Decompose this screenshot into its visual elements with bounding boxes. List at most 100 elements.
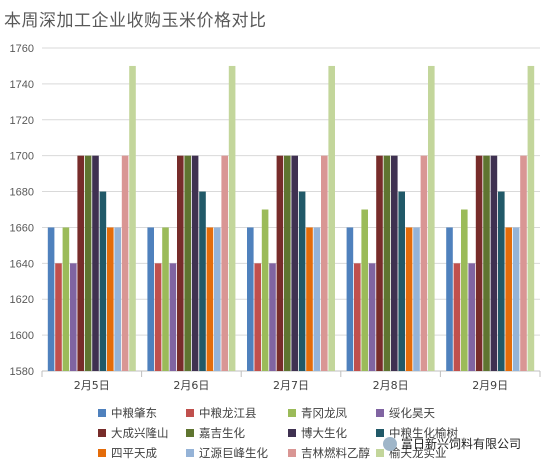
bar (483, 155, 490, 371)
legend-swatch (186, 409, 194, 417)
bar (512, 227, 520, 371)
legend-label: 吉林燃料乙醇 (301, 446, 370, 460)
x-tick-label: 2月8日 (373, 379, 409, 392)
x-tick-label: 2月6日 (173, 379, 209, 392)
bar (284, 155, 291, 371)
legend-item: 四平天成 (98, 445, 186, 461)
watermark: 富日新兴饲料有限公司 (383, 435, 521, 452)
legend-label: 博大生化 (301, 426, 347, 440)
bar (214, 227, 221, 371)
y-tick-label: 1580 (10, 366, 34, 378)
legend-label: 大成兴隆山 (111, 426, 169, 440)
legend-label: 绥化昊天 (389, 406, 435, 420)
legend-label: 嘉吉生化 (199, 426, 245, 440)
legend-item: 中粮肇东 (98, 405, 186, 421)
bar (228, 65, 236, 371)
bar (361, 209, 368, 371)
bar (475, 155, 483, 371)
chart-legend: 中粮肇东 中粮龙江县 青冈龙凤 绥化昊天大成兴隆山 嘉吉生化 博大生化 中粮生化榆树四平天成… (98, 405, 538, 461)
bar (114, 227, 121, 371)
legend-swatch (186, 429, 194, 437)
legend-swatch (288, 429, 296, 437)
bar (147, 227, 154, 371)
bar (121, 155, 129, 371)
legend-swatch (288, 449, 296, 457)
bar (191, 155, 199, 371)
legend-swatch (186, 449, 194, 457)
bar (306, 227, 313, 371)
bar (206, 227, 214, 371)
bar (490, 155, 498, 371)
legend-item: 中粮龙江县 (186, 405, 288, 421)
bar (498, 191, 505, 371)
y-tick-label: 1740 (10, 79, 34, 91)
bar (184, 155, 191, 371)
legend-item: 中粮生化榆树 (376, 425, 476, 441)
bar (453, 263, 461, 371)
x-tick-label: 2月5日 (74, 379, 110, 392)
legend-item: 吉林燃料乙醇 (288, 445, 376, 461)
bar (313, 227, 321, 371)
bar (354, 263, 361, 371)
bar (291, 155, 298, 371)
bar (55, 263, 62, 371)
bar (368, 263, 376, 371)
x-tick-label: 2月9日 (472, 379, 508, 392)
bar (446, 227, 453, 371)
chart-title: 本周深加工企业收购玉米价格对比 (4, 11, 267, 31)
bar (405, 227, 413, 371)
legend-label: 中粮生化榆树 (389, 426, 458, 440)
legend-item: 博大生化 (288, 425, 376, 441)
legend-label: 青冈龙凤 (301, 406, 347, 420)
bar (398, 191, 405, 371)
y-tick-label: 1620 (10, 294, 34, 306)
bar (247, 227, 254, 371)
legend-label: 四平天成 (111, 446, 157, 460)
bar (413, 227, 420, 371)
bar (107, 227, 114, 371)
bar (383, 155, 391, 371)
legend-label: 中粮肇东 (111, 406, 157, 420)
legend-swatch (376, 409, 384, 417)
legend-swatch (376, 449, 384, 457)
legend-item: 榆天龙实业 (376, 445, 476, 461)
legend-item: 辽源巨峰生化 (186, 445, 288, 461)
y-tick-label: 1640 (10, 258, 34, 270)
bar (468, 263, 475, 371)
legend-item: 大成兴隆山 (98, 425, 186, 441)
watermark-logo-icon (383, 436, 397, 451)
legend-swatch (98, 429, 106, 437)
legend-item: 嘉吉生化 (186, 425, 288, 441)
bar (99, 191, 107, 371)
bar (254, 263, 261, 371)
bar (92, 155, 99, 371)
bar (420, 155, 428, 371)
bar (269, 263, 276, 371)
bar (221, 155, 228, 371)
bar (177, 155, 184, 371)
bar (261, 209, 269, 371)
legend-swatch (98, 449, 106, 457)
bar (199, 191, 206, 371)
legend-item: 绥化昊天 (376, 405, 476, 421)
legend-swatch (98, 409, 106, 417)
legend-label: 中粮龙江县 (199, 406, 257, 420)
bar (84, 155, 92, 371)
bar (154, 263, 162, 371)
bar (276, 155, 284, 371)
y-tick-label: 1680 (10, 187, 34, 199)
bar (298, 191, 306, 371)
bar (62, 227, 70, 371)
bar (129, 65, 136, 371)
bar (346, 227, 354, 371)
bar (328, 65, 335, 371)
bar (391, 155, 398, 371)
legend-swatch (288, 409, 296, 417)
bar (461, 209, 468, 371)
bar (505, 227, 512, 371)
bar (70, 263, 77, 371)
bar (520, 155, 527, 371)
y-tick-label: 1700 (10, 151, 34, 163)
y-tick-label: 1660 (10, 222, 34, 234)
bar (376, 155, 383, 371)
